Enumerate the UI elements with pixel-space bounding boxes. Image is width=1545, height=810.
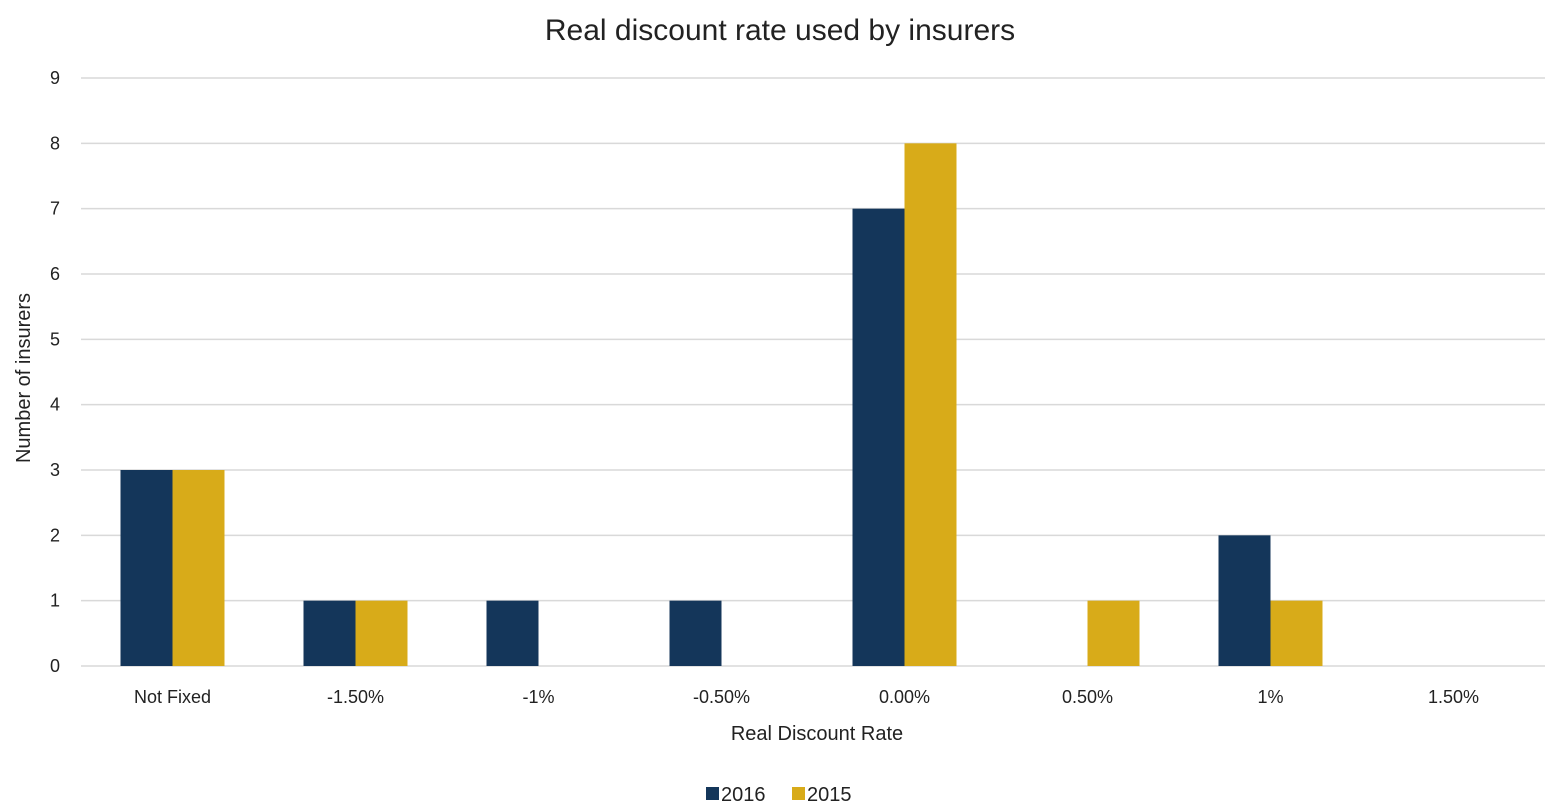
x-tick-label: -1% — [522, 687, 554, 707]
x-axis-label: Real Discount Rate — [731, 723, 903, 745]
bar-2015-6 — [1270, 600, 1323, 666]
legend-swatch-2016 — [706, 787, 719, 800]
y-tick-label: 2 — [50, 525, 60, 545]
bar-2015-0 — [172, 470, 225, 666]
legend-swatch-2015 — [792, 787, 805, 800]
y-tick-label: 3 — [50, 460, 60, 480]
x-tick-label: Not Fixed — [134, 687, 211, 707]
bar-2016-0 — [120, 470, 173, 666]
bar-2016-4 — [852, 208, 905, 666]
y-tick-label: 7 — [50, 199, 60, 219]
y-axis-label: Number of insurers — [13, 293, 35, 463]
grid-lines — [81, 77, 1545, 667]
bar-2016-2 — [486, 600, 539, 666]
bar-2015-1 — [355, 600, 408, 666]
x-tick-label: 1% — [1257, 687, 1283, 707]
chart-title: Real discount rate used by insurers — [545, 14, 1015, 47]
bar-2016-6 — [1218, 535, 1271, 666]
x-tick-label: -1.50% — [327, 687, 384, 707]
y-tick-label: 6 — [50, 264, 60, 284]
y-tick-label: 5 — [50, 329, 60, 349]
y-tick-label: 4 — [50, 395, 60, 415]
bar-2016-1 — [303, 600, 356, 666]
bar-2016-3 — [669, 600, 722, 666]
x-tick-label: 0.00% — [879, 687, 930, 707]
bar-2015-4 — [904, 143, 957, 667]
x-tick-label: 1.50% — [1428, 687, 1479, 707]
y-axis-ticks: 0 1 2 3 4 5 6 7 8 9 — [50, 68, 60, 676]
y-tick-label: 9 — [50, 68, 60, 88]
legend-label: 2015 — [807, 784, 852, 806]
legend: 2016 2015 — [706, 784, 852, 806]
x-tick-label: 0.50% — [1062, 687, 1113, 707]
y-tick-label: 1 — [50, 591, 60, 611]
x-tick-label: -0.50% — [693, 687, 750, 707]
bars — [120, 143, 1323, 667]
y-tick-label: 0 — [50, 656, 60, 676]
legend-label: 2016 — [721, 784, 766, 806]
x-axis-ticks: Not Fixed -1.50% -1% -0.50% 0.00% 0.50% 1% 1.50… — [134, 687, 1479, 707]
bar-2015-5 — [1087, 600, 1140, 666]
y-tick-label: 8 — [50, 133, 60, 153]
